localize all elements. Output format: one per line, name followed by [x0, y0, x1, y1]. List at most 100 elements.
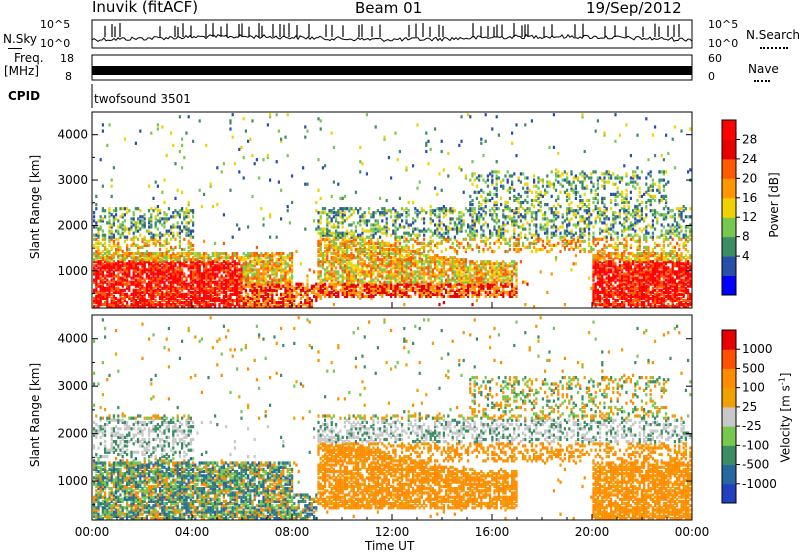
power-cell — [214, 282, 217, 286]
power-cell — [207, 282, 210, 286]
power-cell — [222, 288, 225, 292]
power-cell — [150, 268, 153, 272]
power-cell — [368, 258, 371, 262]
power-cell — [315, 294, 318, 298]
power-cell — [502, 221, 505, 225]
power-cell — [429, 229, 432, 233]
power-cell — [370, 286, 373, 290]
power-cell — [121, 233, 124, 237]
power-cell — [502, 278, 505, 282]
power-cell — [423, 260, 426, 264]
power-cell — [198, 274, 201, 278]
power-cell — [126, 276, 129, 280]
power-cell — [361, 270, 364, 274]
power-cell — [409, 249, 412, 254]
power-cell — [436, 256, 439, 260]
power-cell — [159, 270, 162, 274]
power-cell — [275, 282, 278, 286]
power-cell — [97, 249, 100, 254]
power-cell — [495, 290, 498, 294]
power-cell — [447, 174, 450, 178]
power-cell — [187, 211, 190, 215]
power-cell — [469, 178, 472, 182]
power-cell — [141, 264, 144, 268]
power-cell — [434, 231, 437, 235]
power-cell — [189, 272, 192, 276]
power-cell — [530, 198, 533, 203]
power-cell — [222, 241, 225, 245]
power-cell — [368, 294, 371, 298]
power-cell — [255, 303, 258, 307]
power-cell — [159, 288, 162, 292]
power-cell — [330, 225, 333, 229]
power-cell — [110, 284, 113, 288]
power-cell — [416, 233, 419, 237]
power-cell — [506, 284, 509, 288]
power-cell — [436, 284, 439, 288]
power-cell — [291, 296, 294, 301]
power-cell — [409, 272, 412, 276]
power-cell — [330, 290, 333, 294]
power-cell — [414, 233, 417, 237]
power-cell — [398, 213, 401, 217]
power-cell — [407, 225, 410, 229]
power-cell — [416, 280, 419, 284]
power-cell — [326, 290, 329, 294]
power-cell — [112, 305, 115, 309]
power-cell — [207, 254, 210, 258]
power-cell — [535, 231, 538, 235]
power-cell — [211, 252, 214, 256]
power-cell — [420, 290, 423, 294]
power-cell — [152, 272, 155, 276]
power-cell — [453, 292, 456, 296]
power-cell — [491, 266, 494, 270]
power-cell — [313, 288, 316, 292]
power-cell — [405, 215, 408, 219]
power-cell — [489, 290, 492, 294]
power-cell — [321, 231, 324, 235]
power-cell — [117, 301, 120, 305]
power-cell — [464, 174, 467, 178]
power-cell — [104, 266, 107, 270]
power-cell — [170, 245, 173, 249]
power-cell — [504, 229, 507, 233]
power-cell — [462, 280, 465, 284]
power-cell — [387, 227, 390, 231]
power-cell — [524, 303, 527, 307]
power-cell — [141, 284, 144, 288]
power-cell — [405, 262, 408, 266]
power-cell — [163, 178, 166, 182]
power-cell — [473, 190, 476, 194]
power-cell — [368, 219, 371, 223]
power-cell — [139, 294, 142, 298]
power-cell — [363, 264, 366, 268]
power-cell — [233, 284, 236, 288]
power-cell — [218, 268, 221, 272]
power-cell — [359, 278, 362, 282]
power-cell — [104, 264, 107, 268]
power-cell — [251, 298, 254, 303]
power-cell — [480, 262, 483, 266]
power-cell — [121, 260, 124, 264]
power-cell — [374, 254, 377, 258]
power-cell — [304, 292, 307, 296]
power-cell — [337, 262, 340, 266]
power-cell — [286, 256, 289, 260]
power-cell — [407, 209, 410, 213]
power-cell — [207, 294, 210, 298]
power-cell — [486, 272, 489, 276]
power-cell — [436, 229, 439, 233]
power-cell — [398, 196, 401, 200]
power-cell — [491, 264, 494, 268]
power-cell — [238, 262, 241, 266]
power-cell — [163, 221, 166, 225]
power-cell — [227, 268, 230, 272]
power-cell — [247, 252, 250, 256]
power-cell — [372, 227, 375, 231]
power-cell — [101, 284, 104, 288]
power-cell — [178, 268, 181, 272]
power-cell — [346, 290, 349, 294]
power-cell — [181, 262, 184, 266]
power-cell — [275, 292, 278, 296]
power-cell — [357, 256, 360, 260]
